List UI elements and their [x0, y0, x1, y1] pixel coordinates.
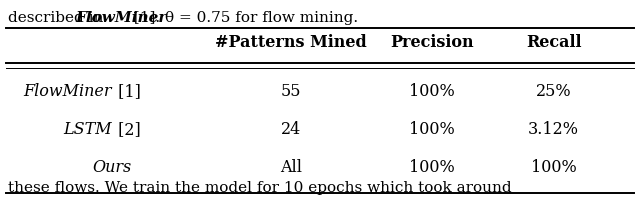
Text: FlowMiner: FlowMiner	[24, 83, 112, 100]
Text: 100%: 100%	[409, 83, 455, 100]
Text: Ours: Ours	[92, 159, 132, 176]
Text: 25%: 25%	[536, 83, 572, 100]
Text: 24: 24	[281, 121, 301, 138]
Text: [2]: [2]	[113, 121, 141, 138]
Text: Recall: Recall	[526, 34, 581, 51]
Text: 100%: 100%	[409, 159, 455, 176]
Text: 100%: 100%	[409, 121, 455, 138]
Text: FlowMiner: FlowMiner	[75, 11, 166, 25]
Text: Precision: Precision	[390, 34, 474, 51]
Text: 100%: 100%	[531, 159, 577, 176]
Text: 3.12%: 3.12%	[528, 121, 579, 138]
Text: [1]. θ = 0.75 for flow mining.: [1]. θ = 0.75 for flow mining.	[129, 11, 358, 25]
Text: LSTM: LSTM	[63, 121, 112, 138]
Text: these flows. We train the model for 10 epochs which took around: these flows. We train the model for 10 e…	[8, 181, 511, 195]
Text: [1]: [1]	[113, 83, 141, 100]
Text: described in: described in	[8, 11, 108, 25]
Text: 55: 55	[281, 83, 301, 100]
Text: #Patterns Mined: #Patterns Mined	[215, 34, 367, 51]
Text: All: All	[280, 159, 302, 176]
